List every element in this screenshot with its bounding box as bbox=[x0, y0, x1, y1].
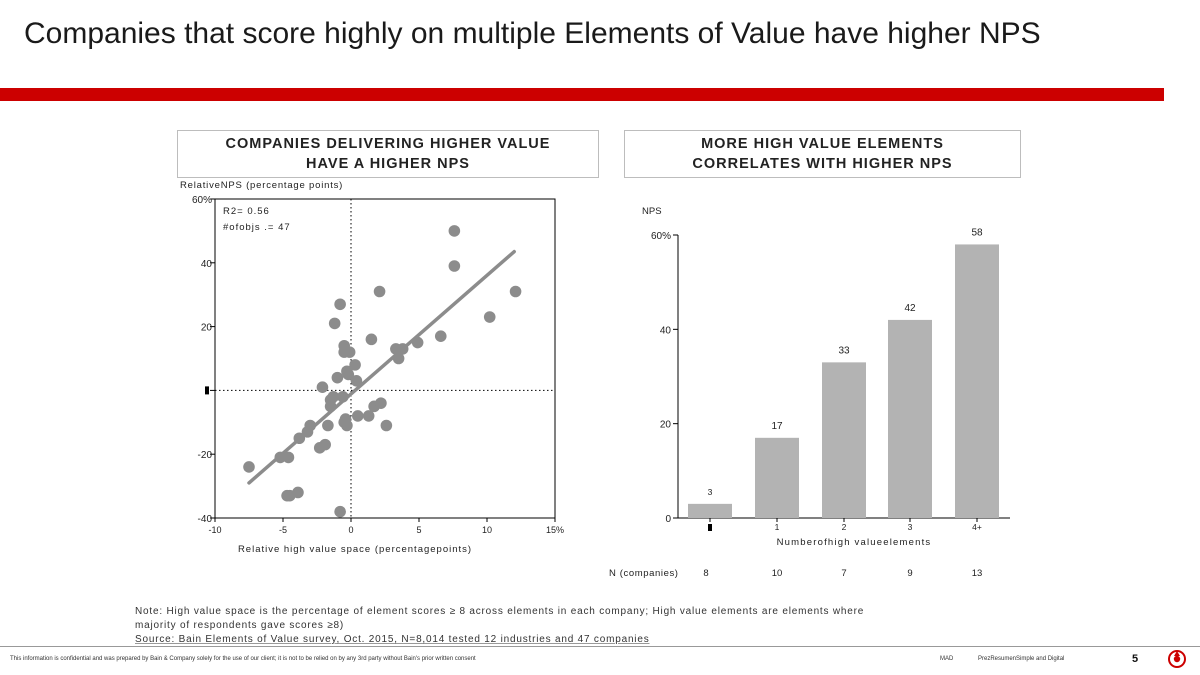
scatter-point bbox=[349, 359, 361, 371]
scatter-point bbox=[448, 260, 461, 272]
footnote-block: Note: High value space is the percentage… bbox=[135, 605, 1035, 647]
n-companies-value: 8 bbox=[703, 568, 708, 579]
scatter-x-axis-title: Relative high value space (percentagepoi… bbox=[238, 544, 472, 555]
bar-y-tick-label: 20 bbox=[660, 420, 672, 431]
n-companies-value: 7 bbox=[841, 568, 846, 579]
left-panel-heading: COMPANIES DELIVERING HIGHER VALUE HAVE A… bbox=[177, 130, 599, 178]
scatter-y-tick-label: -20 bbox=[198, 450, 213, 461]
scatter-point bbox=[352, 410, 364, 422]
bar-value-label: 17 bbox=[771, 421, 783, 432]
scatter-point bbox=[327, 390, 340, 403]
footer-divider bbox=[0, 646, 1200, 647]
scatter-x-tick-label: 0 bbox=[348, 525, 353, 535]
scatter-point bbox=[334, 298, 346, 311]
scatter-point bbox=[322, 419, 334, 432]
right-heading-line1: MORE HIGH VALUE ELEMENTS bbox=[701, 136, 944, 152]
left-heading-line2: HAVE A HIGHER NPS bbox=[306, 156, 470, 172]
scatter-x-tick-label: 15% bbox=[546, 525, 564, 535]
bar-y-tick-label: 60% bbox=[651, 231, 671, 242]
bar-1 bbox=[755, 437, 799, 518]
scatter-y-tick-label: 60% bbox=[192, 195, 212, 206]
scatter-point bbox=[293, 432, 306, 445]
scatter-point bbox=[331, 371, 344, 384]
scatter-point bbox=[392, 352, 405, 365]
bar-3 bbox=[888, 319, 932, 518]
n-companies-value: 9 bbox=[907, 568, 912, 579]
scatter-point bbox=[375, 397, 387, 409]
confidentiality-notice: This information is confidential and was… bbox=[10, 656, 476, 662]
bar-value-label: 42 bbox=[904, 303, 916, 314]
scatter-point bbox=[334, 505, 346, 518]
bar-category-label: 3 bbox=[908, 522, 913, 532]
right-panel-heading: MORE HIGH VALUE ELEMENTS CORRELATES WITH… bbox=[624, 130, 1021, 178]
scatter-n-annotation: #ofobjs .= 47 bbox=[223, 222, 291, 233]
scatter-point bbox=[328, 317, 341, 330]
scatter-point bbox=[509, 285, 522, 298]
scatter-point bbox=[319, 438, 331, 451]
scatter-x-tick-label: 10 bbox=[482, 525, 492, 535]
bar-value-label: 33 bbox=[838, 345, 850, 356]
bar-value-label: 58 bbox=[971, 227, 983, 238]
scatter-x-tick-label: -5 bbox=[279, 525, 287, 535]
scatter-zero-marker bbox=[205, 386, 209, 395]
bar-x-axis-title: Numberofhigh valueelements bbox=[777, 537, 932, 548]
right-heading-line2: CORRELATES WITH HIGHER NPS bbox=[692, 156, 953, 172]
scatter-point bbox=[316, 381, 329, 394]
scatter-point bbox=[292, 486, 304, 499]
scatter-point bbox=[411, 336, 424, 349]
scatter-point bbox=[341, 365, 353, 378]
scatter-point bbox=[362, 410, 375, 422]
bar-2 bbox=[822, 362, 866, 518]
bar-value-label: 3 bbox=[708, 487, 713, 497]
scatter-x-tick-label: -10 bbox=[208, 525, 221, 535]
scatter-y-tick-label: -40 bbox=[198, 514, 213, 525]
scatter-point bbox=[304, 419, 317, 432]
bar-category-zero-marker bbox=[708, 524, 712, 531]
scatter-r2-annotation: R2= 0.56 bbox=[223, 206, 270, 217]
bar-category-label: 1 bbox=[775, 522, 780, 532]
n-companies-value: 10 bbox=[772, 568, 783, 579]
scatter-y-tick-label: 20 bbox=[201, 323, 213, 334]
scatter-plot-frame bbox=[214, 198, 556, 519]
scatter-point bbox=[373, 285, 386, 298]
scatter-y-axis-title: RelativeNPS (percentage points) bbox=[180, 180, 343, 191]
title-accent-bar bbox=[0, 88, 1164, 101]
bar-category-label: 4+ bbox=[972, 522, 982, 532]
scatter-point bbox=[343, 346, 356, 358]
note-line2: majority of respondents gave scores ≥8) bbox=[135, 620, 344, 631]
scatter-trend-line bbox=[247, 249, 516, 485]
bain-logo-icon bbox=[1168, 650, 1186, 668]
scatter-x-tick-label: 5 bbox=[416, 525, 421, 535]
file-name: PrezResumenSimple and Digital bbox=[978, 656, 1065, 662]
left-heading-line1: COMPANIES DELIVERING HIGHER VALUE bbox=[225, 136, 551, 152]
scatter-point bbox=[282, 451, 295, 464]
bar-category-label: 2 bbox=[842, 522, 847, 532]
page-title: Companies that score highly on multiple … bbox=[24, 17, 1041, 50]
n-companies-value: 13 bbox=[972, 568, 983, 579]
scatter-point bbox=[337, 390, 349, 403]
page-number: 5 bbox=[1132, 653, 1139, 665]
scatter-point bbox=[324, 400, 337, 413]
scatter-point bbox=[243, 461, 255, 473]
scatter-point bbox=[350, 375, 363, 387]
bar-y-tick-label: 40 bbox=[660, 325, 672, 336]
scatter-y-tick-label: 40 bbox=[201, 259, 213, 270]
scatter-point bbox=[341, 419, 353, 432]
scatter-point bbox=[274, 451, 287, 464]
scatter-point bbox=[448, 225, 461, 237]
bar-4+ bbox=[955, 244, 999, 518]
scatter-point bbox=[365, 333, 378, 346]
scatter-point bbox=[380, 419, 393, 432]
bar-y-tick-label: 0 bbox=[665, 514, 671, 525]
bar-0 bbox=[688, 503, 732, 518]
scatter-point bbox=[396, 343, 409, 355]
note-line1: Note: High value space is the percentage… bbox=[135, 606, 865, 617]
n-companies-label: N (companies) bbox=[609, 568, 679, 579]
scatter-point bbox=[483, 311, 496, 323]
scatter-point bbox=[434, 330, 447, 342]
office-code: MAD bbox=[940, 656, 954, 662]
bar-y-axis-title: NPS bbox=[642, 206, 662, 217]
source-line: Source: Bain Elements of Value survey, O… bbox=[135, 634, 650, 645]
